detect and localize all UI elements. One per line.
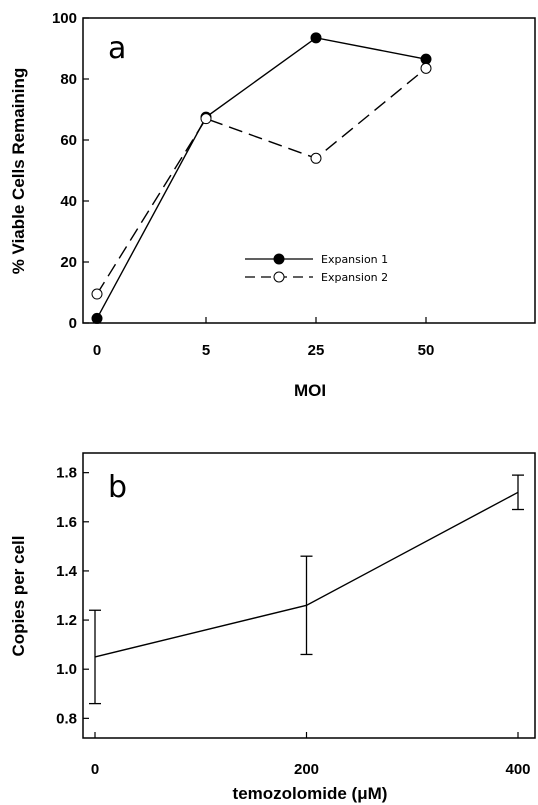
legend-marker-expansion-2 [273,271,285,283]
panel-a-y-tick-label: 0 [69,315,77,332]
data-point-expansion-2 [91,288,103,300]
data-point-expansion-2 [420,62,432,74]
panel-a-y-tick-label: 80 [60,71,77,88]
series-line-expansion-2 [96,67,427,295]
panel-a-x-tick-label: 0 [93,342,101,359]
panel-a-y-tick-label: 100 [52,10,77,27]
panel-a-legend: Expansion 1 Expansion 2 [245,253,388,284]
data-point-expansion-1 [420,53,432,65]
panel-a-x-tick-label: 5 [202,342,210,359]
panel-b-label: b [108,470,127,505]
panel-a-y-axis-label: % Viable Cells Remaining [9,68,28,275]
panel-b-y-tick-label: 1.8 [56,465,77,482]
panel-a-y-tick-label: 60 [60,132,77,149]
panel-b-y-axis-label: Copies per cell [9,536,28,657]
data-point-expansion-1 [91,312,103,324]
panel-b-x-axis-label: temozolomide (μM) [233,784,388,803]
series-line-expansion-1 [96,37,427,319]
panel-b-plot-frame [82,452,536,739]
legend-label-expansion-1: Expansion 1 [321,253,388,266]
panel-b-y-tick-label: 1.0 [56,661,77,678]
panel-a-plot-frame [82,17,536,324]
panel-b-y-tick-label: 1.6 [56,514,77,531]
data-point-expansion-2 [310,152,322,164]
legend-marker-expansion-1 [273,253,285,265]
panel-a-x-tick-label: 50 [418,342,435,359]
panel-a-y-tick-label: 40 [60,193,77,210]
panel-b: b temozolomide (μM) Copies per cell 0.8 1… [9,452,536,803]
panel-b-x-tick-label: 400 [505,761,530,778]
panel-a-x-axis-label: MOI [294,381,326,400]
panel-a: a MOI % Viable Cells Remaining 0 20 40 60 80… [9,10,536,400]
legend-label-expansion-2: Expansion 2 [321,271,388,284]
data-point-expansion-1 [310,32,322,44]
panel-a-x-tick-label: 25 [308,342,325,359]
data-point-expansion-2 [200,113,212,125]
panel-b-x-tick-label: 0 [91,761,99,778]
panel-b-y-tick-label: 0.8 [56,710,77,727]
panel-b-x-tick-label: 200 [294,761,319,778]
panel-b-y-tick-label: 1.2 [56,612,77,629]
panel-b-y-tick-label: 1.4 [56,563,78,580]
panel-a-y-tick-label: 20 [60,254,77,271]
panel-a-label: a [108,31,126,66]
